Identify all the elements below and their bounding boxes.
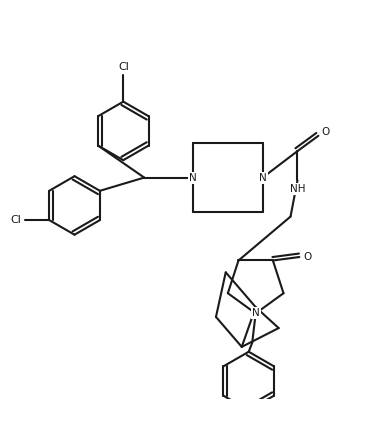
Text: N: N xyxy=(189,172,197,183)
Text: Cl: Cl xyxy=(10,215,21,225)
Text: N: N xyxy=(259,172,266,183)
Text: O: O xyxy=(304,252,312,262)
Text: NH: NH xyxy=(290,184,305,194)
Text: N: N xyxy=(252,308,260,318)
Text: Cl: Cl xyxy=(118,62,129,72)
Text: O: O xyxy=(321,127,329,137)
